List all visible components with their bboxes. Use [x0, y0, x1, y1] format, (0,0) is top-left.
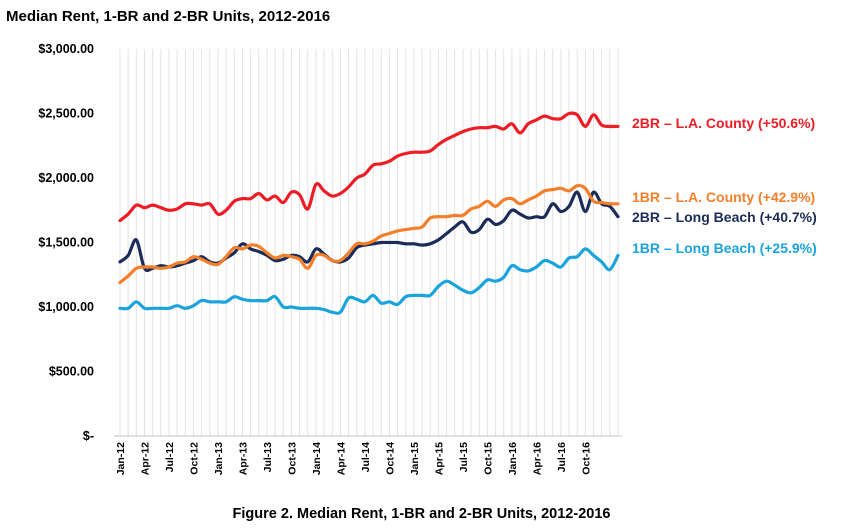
x-tick-label: Oct-16: [580, 442, 592, 475]
x-tick-label: Jul-13: [262, 442, 274, 473]
x-tick-label: Apr-12: [139, 442, 151, 475]
y-tick-label: $3,000.00: [38, 42, 94, 56]
x-tick-label: Oct-12: [188, 442, 200, 475]
series-lines: [118, 111, 620, 315]
x-tick-label: Jan-16: [507, 442, 519, 475]
series-line: [118, 247, 620, 315]
y-tick-label: $500.00: [49, 365, 94, 379]
x-tick-label: Oct-13: [286, 442, 298, 475]
x-tick-label: Oct-14: [384, 442, 396, 475]
x-tick-label: Jan-14: [311, 442, 323, 475]
y-tick-label: $2,000.00: [38, 171, 94, 185]
series-label: 1BR – L.A. County (+42.9%): [632, 189, 815, 205]
series-line: [118, 183, 620, 285]
y-tick-label: $1,500.00: [38, 236, 94, 250]
series-line: [118, 111, 620, 223]
y-axis: $- $500.00 $1,000.00 $1,500.00 $2,000.00 $2,5…: [38, 42, 94, 443]
x-tick-label: Oct-15: [482, 442, 494, 475]
x-axis: Jan-12 Apr-12 Jul-12 Oct-12 Jan-13 Apr-13 Jul-…: [114, 435, 622, 475]
x-tick-label: Apr-13: [237, 442, 249, 475]
x-tick-label: Jul-15: [458, 442, 470, 473]
x-tick-label: Apr-14: [335, 442, 347, 475]
series-labels: 2BR – L.A. County (+50.6%) 1BR – L.A. Cou…: [632, 115, 817, 256]
x-tick-label: Jul-12: [164, 442, 176, 473]
figure-caption: Figure 2. Median Rent, 1-BR and 2-BR Uni…: [232, 506, 611, 522]
x-tick-label: Jan-13: [213, 442, 225, 475]
x-tick-label: Apr-16: [531, 442, 543, 475]
x-tick-label: Jul-14: [360, 442, 372, 473]
chart-title: Median Rent, 1-BR and 2-BR Units, 2012-2…: [6, 8, 331, 25]
x-tick-label: Jul-16: [556, 442, 568, 473]
gridlines: [119, 49, 619, 436]
series-label: 1BR – Long Beach (+25.9%): [632, 240, 817, 256]
series-label: 2BR – L.A. County (+50.6%): [632, 115, 815, 131]
x-tick-label: Jan-12: [115, 442, 127, 475]
y-tick-label: $1,000.00: [38, 300, 94, 314]
x-tick-label: Apr-15: [433, 442, 445, 475]
y-tick-label: $2,500.00: [38, 107, 94, 121]
x-tick-label: Jan-15: [409, 442, 421, 475]
y-tick-label: $-: [83, 429, 94, 443]
series-label: 2BR – Long Beach (+40.7%): [632, 209, 817, 225]
